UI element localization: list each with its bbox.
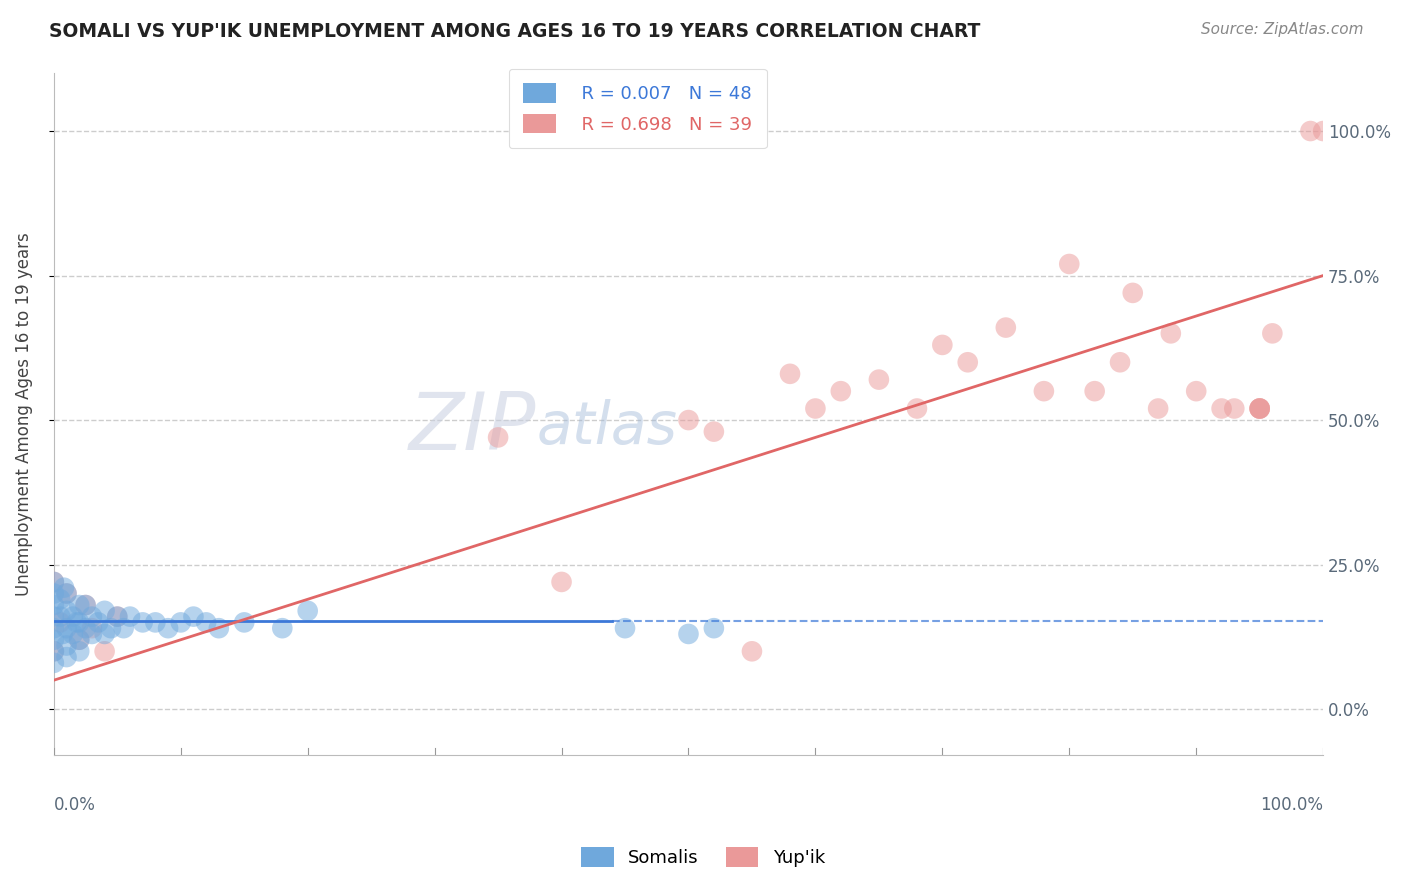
Point bbox=[1261, 326, 1284, 341]
Point bbox=[80, 627, 103, 641]
Point bbox=[55, 650, 77, 665]
Point bbox=[105, 609, 128, 624]
Point bbox=[105, 609, 128, 624]
Point bbox=[779, 367, 801, 381]
Point bbox=[112, 621, 135, 635]
Point bbox=[195, 615, 218, 630]
Point bbox=[118, 609, 141, 624]
Point bbox=[1249, 401, 1271, 416]
Point bbox=[297, 604, 319, 618]
Legend: Somalis, Yup'ik: Somalis, Yup'ik bbox=[574, 839, 832, 874]
Point bbox=[1122, 285, 1144, 300]
Point bbox=[804, 401, 827, 416]
Point bbox=[67, 632, 90, 647]
Point bbox=[868, 373, 890, 387]
Point bbox=[66, 615, 89, 630]
Text: 100.0%: 100.0% bbox=[1260, 797, 1323, 814]
Point bbox=[614, 621, 637, 635]
Point bbox=[1249, 401, 1271, 416]
Point bbox=[1147, 401, 1170, 416]
Point bbox=[1160, 326, 1182, 341]
Y-axis label: Unemployment Among Ages 16 to 19 years: Unemployment Among Ages 16 to 19 years bbox=[15, 233, 32, 596]
Point bbox=[208, 621, 231, 635]
Point bbox=[67, 615, 90, 630]
Point bbox=[931, 338, 953, 352]
Point bbox=[42, 574, 65, 589]
Point bbox=[53, 581, 76, 595]
Point bbox=[1223, 401, 1246, 416]
Point bbox=[145, 615, 167, 630]
Point bbox=[67, 632, 90, 647]
Point bbox=[93, 604, 115, 618]
Point bbox=[271, 621, 294, 635]
Point bbox=[1185, 384, 1208, 399]
Point bbox=[1249, 401, 1271, 416]
Point bbox=[1299, 124, 1322, 138]
Point bbox=[67, 644, 90, 658]
Text: atlas: atlas bbox=[536, 400, 678, 457]
Point bbox=[55, 586, 77, 600]
Point bbox=[67, 598, 90, 612]
Point bbox=[55, 586, 77, 600]
Point bbox=[49, 615, 72, 630]
Point bbox=[93, 644, 115, 658]
Point bbox=[93, 627, 115, 641]
Point bbox=[42, 598, 65, 612]
Point bbox=[75, 621, 97, 635]
Point bbox=[87, 615, 110, 630]
Point bbox=[42, 609, 65, 624]
Point bbox=[830, 384, 852, 399]
Point bbox=[55, 621, 77, 635]
Point bbox=[678, 627, 700, 641]
Point bbox=[75, 598, 97, 612]
Point bbox=[1084, 384, 1107, 399]
Point bbox=[42, 574, 65, 589]
Text: SOMALI VS YUP'IK UNEMPLOYMENT AMONG AGES 16 TO 19 YEARS CORRELATION CHART: SOMALI VS YUP'IK UNEMPLOYMENT AMONG AGES… bbox=[49, 22, 980, 41]
Point bbox=[80, 609, 103, 624]
Point bbox=[80, 621, 103, 635]
Point bbox=[678, 413, 700, 427]
Point bbox=[42, 644, 65, 658]
Legend:   R = 0.007   N = 48,   R = 0.698   N = 39: R = 0.007 N = 48, R = 0.698 N = 39 bbox=[509, 69, 766, 148]
Point bbox=[905, 401, 928, 416]
Point bbox=[1059, 257, 1081, 271]
Point bbox=[55, 639, 77, 653]
Point bbox=[956, 355, 979, 369]
Point bbox=[994, 320, 1017, 334]
Point bbox=[62, 627, 84, 641]
Point bbox=[486, 430, 509, 444]
Point bbox=[42, 644, 65, 658]
Point bbox=[42, 632, 65, 647]
Text: 0.0%: 0.0% bbox=[53, 797, 96, 814]
Point bbox=[233, 615, 256, 630]
Point bbox=[157, 621, 180, 635]
Point bbox=[1032, 384, 1054, 399]
Point bbox=[42, 586, 65, 600]
Point bbox=[62, 609, 84, 624]
Point bbox=[52, 627, 75, 641]
Point bbox=[183, 609, 205, 624]
Point bbox=[703, 425, 725, 439]
Point bbox=[55, 604, 77, 618]
Point bbox=[75, 598, 97, 612]
Point bbox=[170, 615, 193, 630]
Point bbox=[49, 592, 72, 607]
Point bbox=[49, 609, 72, 624]
Text: ZIP: ZIP bbox=[409, 389, 536, 467]
Point bbox=[1249, 401, 1271, 416]
Point bbox=[550, 574, 572, 589]
Point bbox=[42, 656, 65, 670]
Point bbox=[703, 621, 725, 635]
Point bbox=[741, 644, 763, 658]
Point bbox=[1312, 124, 1334, 138]
Point bbox=[131, 615, 153, 630]
Point bbox=[1109, 355, 1132, 369]
Point bbox=[100, 621, 122, 635]
Point bbox=[42, 621, 65, 635]
Text: Source: ZipAtlas.com: Source: ZipAtlas.com bbox=[1201, 22, 1364, 37]
Point bbox=[1211, 401, 1233, 416]
